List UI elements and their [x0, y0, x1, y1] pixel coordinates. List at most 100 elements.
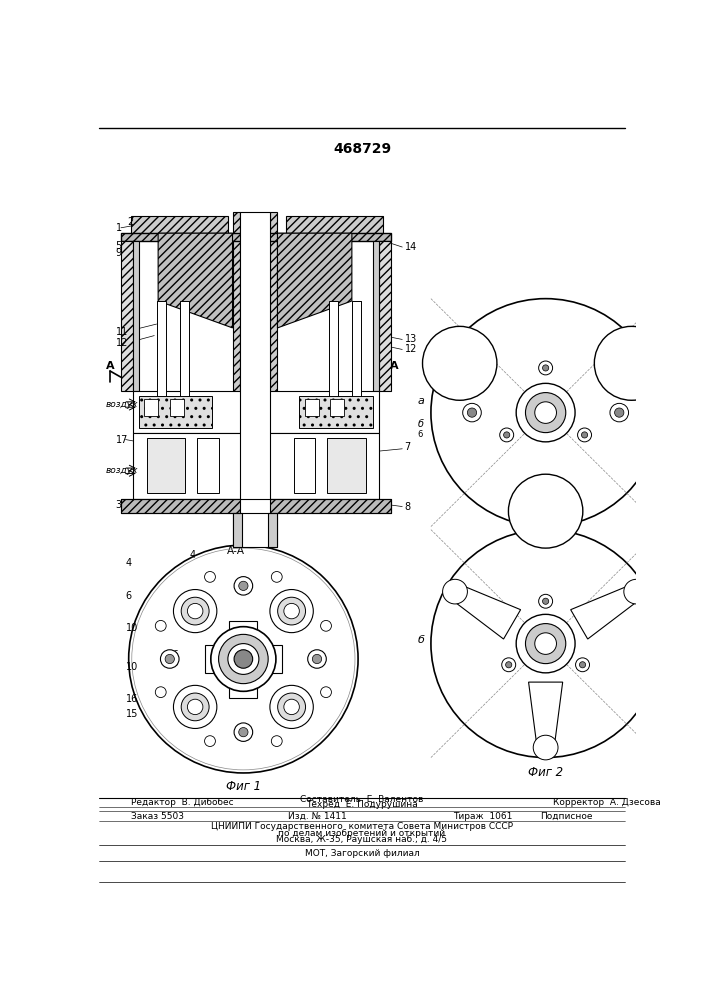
Circle shape — [211, 627, 276, 691]
Circle shape — [508, 474, 583, 548]
Circle shape — [578, 428, 592, 442]
Circle shape — [503, 432, 510, 438]
Circle shape — [624, 579, 648, 604]
Bar — [330, 399, 344, 416]
Circle shape — [320, 687, 332, 698]
Text: 17: 17 — [115, 435, 128, 445]
Text: Москва, Ж-35, Раушская наб., д. 4/5: Москва, Ж-35, Раушская наб., д. 4/5 — [276, 835, 448, 844]
Bar — [170, 399, 184, 416]
Text: б: б — [418, 419, 423, 429]
Text: Изд. № 1411: Изд. № 1411 — [288, 812, 346, 821]
Bar — [139, 396, 212, 428]
Text: а: а — [418, 396, 425, 406]
Circle shape — [278, 597, 305, 625]
Bar — [293, 438, 315, 493]
Circle shape — [156, 620, 166, 631]
Text: А: А — [390, 361, 398, 371]
Text: по делам изобретений и открытий: по делам изобретений и открытий — [279, 829, 445, 838]
Bar — [204, 645, 282, 673]
Bar — [329, 301, 338, 401]
Text: 14: 14 — [404, 242, 417, 252]
Text: 11: 11 — [115, 327, 128, 337]
Circle shape — [525, 393, 566, 433]
Circle shape — [204, 736, 216, 746]
Text: Редактор  В. Дибобес: Редактор В. Дибобес — [131, 798, 233, 807]
Circle shape — [173, 590, 217, 633]
Bar — [180, 301, 189, 401]
Bar — [156, 301, 166, 401]
Bar — [352, 301, 361, 401]
Text: Фиг 2: Фиг 2 — [528, 766, 563, 779]
Circle shape — [516, 614, 575, 673]
Circle shape — [581, 432, 588, 438]
Text: 13: 13 — [404, 334, 417, 344]
Circle shape — [500, 428, 514, 442]
Polygon shape — [571, 584, 641, 639]
Circle shape — [534, 633, 556, 654]
Circle shape — [534, 402, 556, 423]
Polygon shape — [529, 682, 563, 748]
Polygon shape — [451, 584, 520, 639]
Circle shape — [533, 735, 558, 760]
Bar — [197, 438, 218, 493]
Circle shape — [270, 685, 313, 728]
Circle shape — [431, 299, 660, 527]
Text: ЦНИИПИ Государственного  комитета Совета Министров СССР: ЦНИИПИ Государственного комитета Совета … — [211, 822, 513, 831]
Text: б: б — [172, 650, 178, 660]
Bar — [286, 216, 383, 233]
Circle shape — [308, 650, 327, 668]
Bar — [132, 433, 379, 499]
Text: 6: 6 — [418, 430, 423, 439]
Bar — [373, 241, 379, 391]
Circle shape — [270, 590, 313, 633]
Text: Подписное: Подписное — [539, 812, 592, 821]
Circle shape — [165, 654, 175, 664]
Circle shape — [312, 654, 322, 664]
Circle shape — [187, 603, 203, 619]
Polygon shape — [158, 233, 233, 328]
Bar — [146, 438, 185, 493]
Text: воздух: воздух — [105, 400, 138, 409]
Circle shape — [181, 693, 209, 721]
Circle shape — [156, 687, 166, 698]
Text: 8: 8 — [404, 502, 411, 512]
Text: 10: 10 — [126, 623, 138, 633]
Text: 12: 12 — [404, 344, 417, 354]
Circle shape — [284, 603, 299, 619]
Text: воздух: воздух — [105, 466, 138, 475]
Circle shape — [228, 644, 259, 674]
Circle shape — [234, 723, 252, 741]
Bar — [121, 241, 132, 391]
Text: МОТ, Загорский филиал: МОТ, Загорский филиал — [305, 849, 419, 858]
Polygon shape — [277, 233, 352, 328]
Circle shape — [610, 403, 629, 422]
Bar — [121, 499, 391, 513]
Circle shape — [234, 577, 252, 595]
Circle shape — [539, 361, 553, 375]
Bar — [270, 212, 277, 547]
Bar — [121, 233, 391, 241]
Bar — [230, 620, 257, 698]
Text: 12: 12 — [115, 338, 128, 348]
Circle shape — [516, 383, 575, 442]
Text: 1: 1 — [115, 223, 122, 233]
Text: 6: 6 — [126, 591, 132, 601]
Bar — [233, 513, 242, 547]
Text: Тираж  1061: Тираж 1061 — [452, 812, 512, 821]
Circle shape — [218, 634, 268, 684]
Circle shape — [234, 650, 252, 668]
Text: Составитель  Е. Валентов: Составитель Е. Валентов — [300, 795, 423, 804]
Bar — [268, 513, 277, 547]
Circle shape — [525, 624, 566, 664]
Text: 2: 2 — [127, 217, 134, 227]
Circle shape — [239, 581, 248, 590]
Text: Техред  Е. Подурушина: Техред Е. Подурушина — [306, 800, 418, 809]
Circle shape — [575, 658, 590, 672]
Circle shape — [443, 579, 467, 604]
Circle shape — [595, 326, 669, 400]
Circle shape — [173, 685, 217, 728]
Circle shape — [431, 530, 660, 758]
Bar — [327, 438, 366, 493]
Circle shape — [278, 693, 305, 721]
Circle shape — [239, 728, 248, 737]
